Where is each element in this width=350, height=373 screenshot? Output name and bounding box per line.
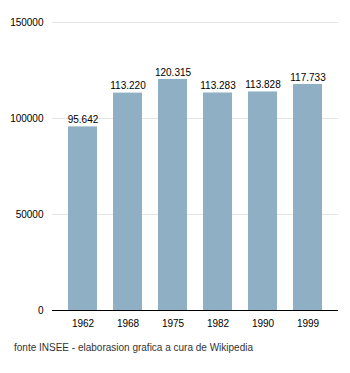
svg-text:0: 0 bbox=[38, 305, 44, 316]
svg-text:50000: 50000 bbox=[16, 209, 44, 220]
svg-text:150000: 150000 bbox=[10, 17, 44, 28]
svg-text:113.220: 113.220 bbox=[110, 80, 146, 91]
svg-text:1968: 1968 bbox=[117, 318, 140, 329]
svg-text:117.733: 117.733 bbox=[290, 72, 326, 83]
svg-text:95.642: 95.642 bbox=[68, 114, 99, 125]
svg-text:120.315: 120.315 bbox=[155, 67, 192, 78]
svg-text:100000: 100000 bbox=[10, 113, 44, 124]
svg-text:1975: 1975 bbox=[162, 318, 185, 329]
svg-text:1999: 1999 bbox=[297, 318, 320, 329]
svg-text:1982: 1982 bbox=[207, 318, 230, 329]
svg-text:1990: 1990 bbox=[252, 318, 275, 329]
svg-text:113.828: 113.828 bbox=[245, 79, 281, 90]
svg-text:113.283: 113.283 bbox=[200, 80, 236, 91]
html-text:fonte INSEE - elaborasion graf: fonte INSEE - elaborasion grafica a cura… bbox=[14, 342, 253, 353]
svg-text:1962: 1962 bbox=[72, 318, 95, 329]
